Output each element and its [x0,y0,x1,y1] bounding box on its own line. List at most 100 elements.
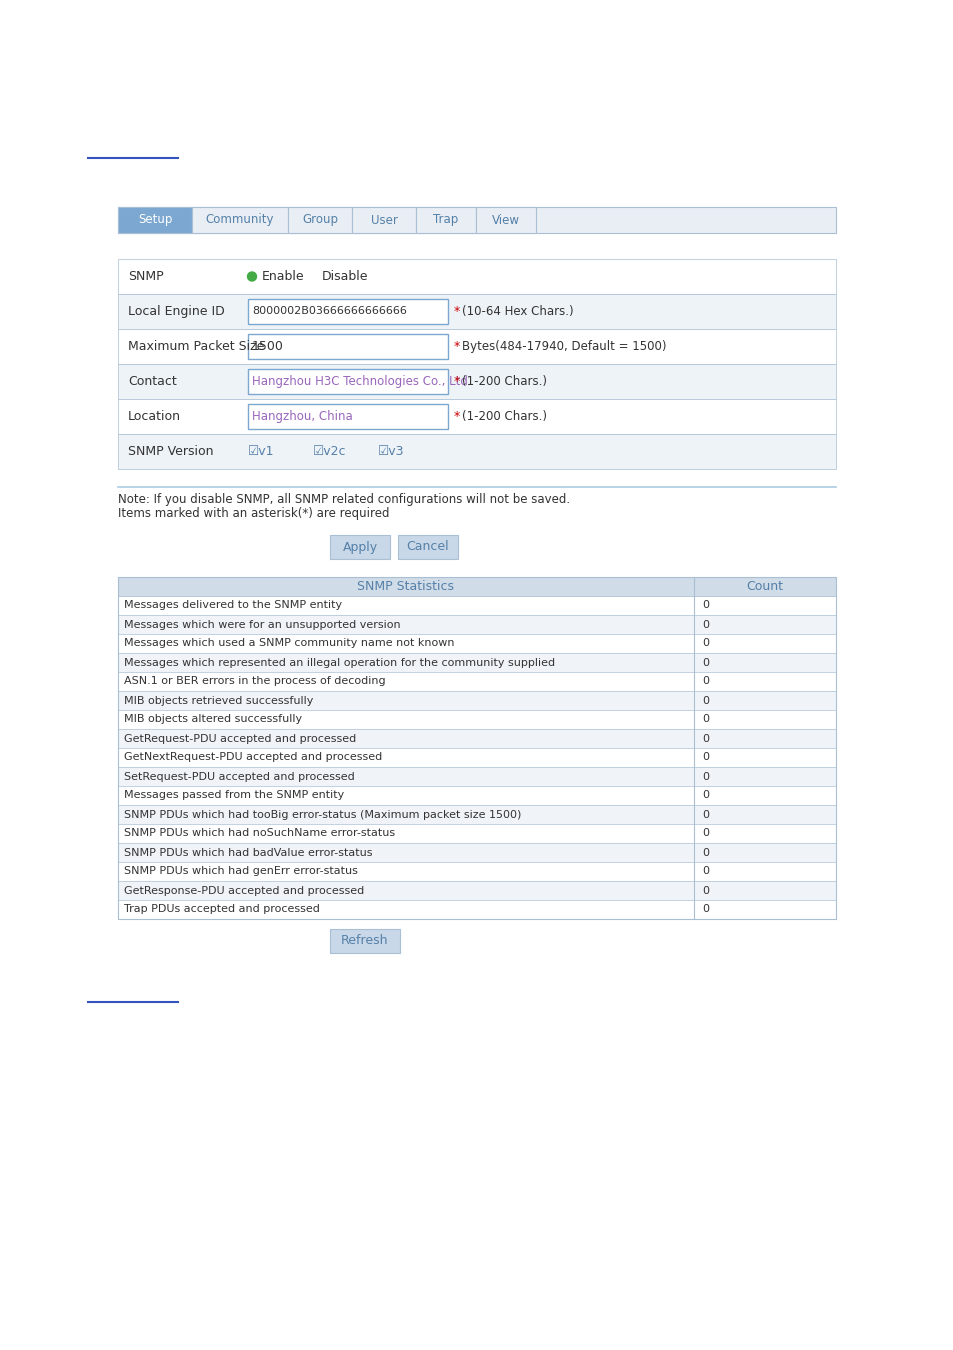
Text: 0: 0 [701,714,708,725]
Text: 8000002B03666666666666: 8000002B03666666666666 [252,306,406,316]
Bar [476,207,536,234]
Text: Location: Location [128,410,181,423]
Text: GetNextRequest-PDU accepted and processed: GetNextRequest-PDU accepted and processe… [124,752,382,763]
Bar [352,207,416,234]
Bar [118,207,192,234]
Text: Hangzhou, China: Hangzhou, China [252,410,353,423]
Bar [118,576,835,919]
Text: 0: 0 [701,791,708,801]
Text: 0: 0 [701,657,708,667]
Text: 0: 0 [701,771,708,782]
Text: SetRequest-PDU accepted and processed: SetRequest-PDU accepted and processed [124,771,355,782]
Text: SNMP: SNMP [128,270,164,284]
Bar [118,364,835,400]
Bar [330,535,390,559]
Bar [118,653,835,672]
Text: 0: 0 [701,810,708,819]
Text: MIB objects retrieved successfully: MIB objects retrieved successfully [124,695,313,706]
Text: Messages delivered to the SNMP entity: Messages delivered to the SNMP entity [124,601,342,610]
Bar [118,805,835,823]
Bar [416,207,476,234]
Bar [118,400,835,433]
Text: Bytes(484-17940, Default = 1500): Bytes(484-17940, Default = 1500) [461,340,666,352]
Text: SNMP Version: SNMP Version [128,446,213,458]
Text: Contact: Contact [128,375,176,387]
Text: Local Engine ID: Local Engine ID [128,305,225,319]
Text: *: * [454,305,459,319]
Text: 0: 0 [701,695,708,706]
Text: Cancel: Cancel [406,540,449,553]
Bar [118,329,835,364]
Text: Hangzhou H3C Technologies Co., Ltd.: Hangzhou H3C Technologies Co., Ltd. [252,375,471,387]
Text: Messages which used a SNMP community name not known: Messages which used a SNMP community nam… [124,639,454,648]
Text: 0: 0 [701,848,708,857]
Bar [118,710,835,729]
Text: Items marked with an asterisk(*) are required: Items marked with an asterisk(*) are req… [118,506,389,520]
Bar [118,616,835,634]
Text: Maximum Packet Size: Maximum Packet Size [128,340,264,352]
Bar [118,595,835,616]
Circle shape [247,271,256,281]
Bar [118,786,835,805]
Text: Setup: Setup [137,213,172,227]
Text: (1-200 Chars.): (1-200 Chars.) [461,410,546,423]
Bar [397,535,457,559]
Text: (1-200 Chars.): (1-200 Chars.) [461,375,546,387]
Text: *: * [454,375,459,387]
Bar [118,882,835,900]
Text: Refresh: Refresh [341,934,388,948]
Bar [248,333,448,359]
Text: Enable: Enable [262,270,304,284]
Bar [118,672,835,691]
Bar [118,842,835,863]
Text: Trap: Trap [433,213,458,227]
Text: GetResponse-PDU accepted and processed: GetResponse-PDU accepted and processed [124,886,364,895]
Bar [118,294,835,329]
Bar [288,207,352,234]
Bar [118,824,835,842]
Text: Group: Group [302,213,337,227]
Text: Disable: Disable [322,270,368,284]
Text: Count: Count [745,580,782,593]
Circle shape [307,271,316,281]
Text: 0: 0 [701,601,708,610]
Text: 1500: 1500 [252,340,284,352]
Text: *: * [454,340,459,352]
Text: Messages which represented an illegal operation for the community supplied: Messages which represented an illegal op… [124,657,555,667]
Text: ☑v3: ☑v3 [377,446,404,458]
Bar [118,207,835,234]
Text: ☑v1: ☑v1 [248,446,274,458]
Bar [248,298,448,324]
Bar [118,634,835,653]
Text: 0: 0 [701,620,708,629]
Text: 0: 0 [701,886,708,895]
Text: 0: 0 [701,639,708,648]
Bar [118,863,835,882]
Bar [118,259,835,294]
Text: GetRequest-PDU accepted and processed: GetRequest-PDU accepted and processed [124,733,355,744]
Text: 0: 0 [701,733,708,744]
Text: MIB objects altered successfully: MIB objects altered successfully [124,714,302,725]
Text: SNMP PDUs which had tooBig error-status (Maximum packet size 1500): SNMP PDUs which had tooBig error-status … [124,810,521,819]
Bar [248,369,448,394]
Text: ASN.1 or BER errors in the process of decoding: ASN.1 or BER errors in the process of de… [124,676,385,687]
Text: 0: 0 [701,867,708,876]
Text: SNMP PDUs which had badValue error-status: SNMP PDUs which had badValue error-statu… [124,848,372,857]
Text: ☑v2c: ☑v2c [313,446,346,458]
Bar [118,691,835,710]
Text: 0: 0 [701,752,708,763]
Text: Community: Community [206,213,274,227]
Bar [192,207,288,234]
Bar [118,767,835,786]
Text: SNMP Statistics: SNMP Statistics [357,580,454,593]
Text: SNMP PDUs which had noSuchName error-status: SNMP PDUs which had noSuchName error-sta… [124,829,395,838]
Text: 0: 0 [701,829,708,838]
Text: 0: 0 [701,904,708,914]
Bar [118,729,835,748]
Bar [118,900,835,919]
Text: View: View [492,213,519,227]
Text: Note: If you disable SNMP, all SNMP related configurations will not be saved.: Note: If you disable SNMP, all SNMP rela… [118,493,570,505]
Text: 0: 0 [701,676,708,687]
Text: *: * [454,410,459,423]
Text: User: User [370,213,397,227]
